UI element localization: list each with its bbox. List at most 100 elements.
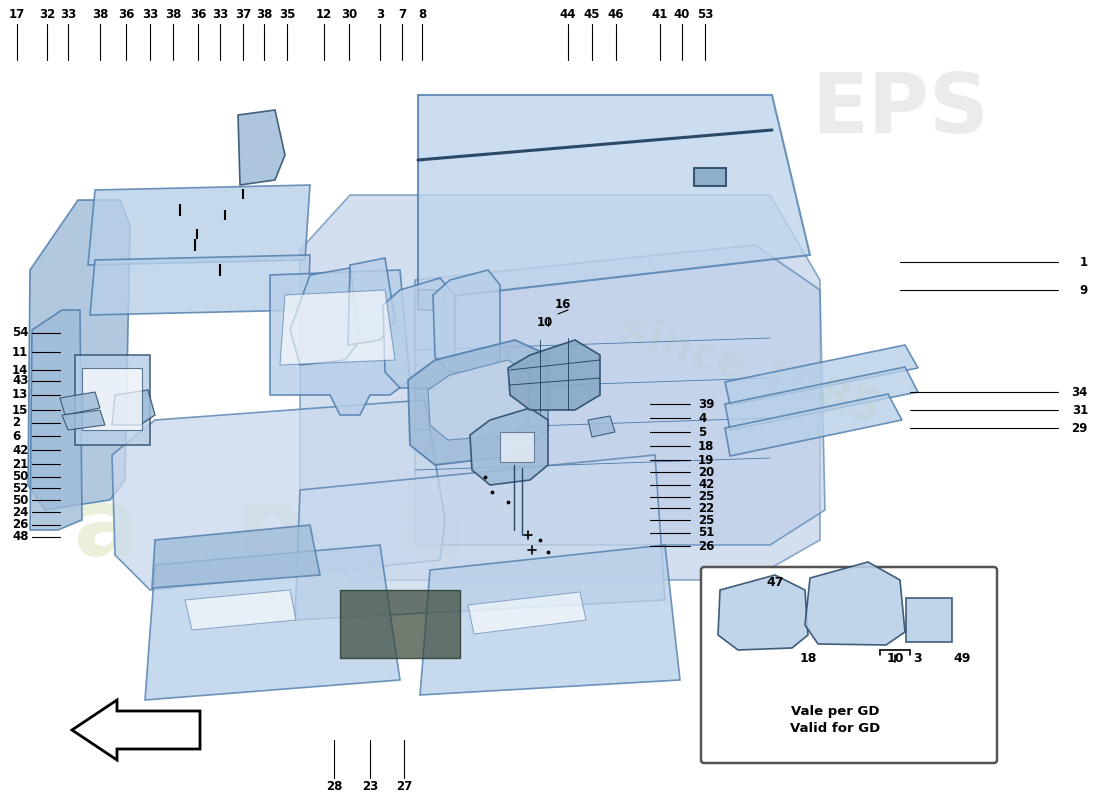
Text: 51: 51 xyxy=(698,526,714,539)
Polygon shape xyxy=(428,360,530,440)
Text: Vale per GD: Vale per GD xyxy=(791,706,879,718)
Polygon shape xyxy=(468,592,586,634)
Text: 53: 53 xyxy=(696,7,713,21)
Text: EPS: EPS xyxy=(811,70,989,150)
Text: 44: 44 xyxy=(560,7,576,21)
Text: 40: 40 xyxy=(674,7,690,21)
Polygon shape xyxy=(383,278,455,388)
Text: 3: 3 xyxy=(914,651,922,665)
Polygon shape xyxy=(725,367,918,430)
Text: 7: 7 xyxy=(398,7,406,21)
Polygon shape xyxy=(725,394,902,456)
Text: 11: 11 xyxy=(12,346,29,358)
Text: since 1985: since 1985 xyxy=(615,308,884,432)
Polygon shape xyxy=(60,392,100,415)
Text: 4: 4 xyxy=(698,411,706,425)
Text: 31: 31 xyxy=(1071,403,1088,417)
Bar xyxy=(82,368,142,430)
Text: 42: 42 xyxy=(12,443,29,457)
Text: 38: 38 xyxy=(256,7,272,21)
Text: 25: 25 xyxy=(698,490,714,503)
Text: 16: 16 xyxy=(554,298,571,311)
Text: 3: 3 xyxy=(376,7,384,21)
Bar xyxy=(694,168,726,186)
Polygon shape xyxy=(418,290,446,310)
Text: 18: 18 xyxy=(800,651,816,665)
Polygon shape xyxy=(408,340,548,465)
Polygon shape xyxy=(152,525,320,588)
Polygon shape xyxy=(62,410,104,430)
Text: 46: 46 xyxy=(607,7,625,21)
Text: 26: 26 xyxy=(12,518,29,531)
Text: 45: 45 xyxy=(584,7,601,21)
Bar xyxy=(500,432,534,462)
Text: 36: 36 xyxy=(118,7,134,21)
Text: 26: 26 xyxy=(698,539,714,553)
Bar xyxy=(75,355,150,445)
Text: 17: 17 xyxy=(9,7,25,21)
Polygon shape xyxy=(415,245,825,545)
Text: 20: 20 xyxy=(698,466,714,478)
Text: 18: 18 xyxy=(698,439,714,453)
Text: Valid for GD: Valid for GD xyxy=(790,722,880,735)
Text: 13: 13 xyxy=(12,389,29,402)
Text: 1: 1 xyxy=(1080,255,1088,269)
Polygon shape xyxy=(906,598,952,642)
Text: 50: 50 xyxy=(12,470,29,483)
Text: 14: 14 xyxy=(12,363,29,377)
Text: 50: 50 xyxy=(12,494,29,506)
Polygon shape xyxy=(348,258,395,345)
Bar xyxy=(340,590,460,658)
Polygon shape xyxy=(90,255,310,315)
Text: 32: 32 xyxy=(39,7,55,21)
Text: 54: 54 xyxy=(12,326,29,339)
Polygon shape xyxy=(433,270,500,372)
Text: 47: 47 xyxy=(767,575,783,589)
Text: 52: 52 xyxy=(12,482,29,494)
Polygon shape xyxy=(295,455,666,620)
Polygon shape xyxy=(88,185,310,265)
Polygon shape xyxy=(28,200,130,510)
Text: 49: 49 xyxy=(954,651,970,665)
Polygon shape xyxy=(30,310,82,530)
Text: 37: 37 xyxy=(235,7,251,21)
Text: 15: 15 xyxy=(12,403,29,417)
Text: 39: 39 xyxy=(698,398,714,410)
Text: 30: 30 xyxy=(341,7,358,21)
Text: 34: 34 xyxy=(1071,386,1088,398)
Text: 38: 38 xyxy=(91,7,108,21)
Text: 6: 6 xyxy=(12,430,20,442)
Text: 41: 41 xyxy=(652,7,668,21)
Text: 35: 35 xyxy=(278,7,295,21)
Text: 33: 33 xyxy=(59,7,76,21)
Text: 28: 28 xyxy=(326,779,342,793)
Polygon shape xyxy=(300,195,820,580)
Polygon shape xyxy=(418,95,810,300)
Text: 33: 33 xyxy=(142,7,158,21)
Text: 48: 48 xyxy=(12,530,29,543)
Text: 43: 43 xyxy=(12,374,29,387)
Polygon shape xyxy=(470,408,548,485)
Text: 25: 25 xyxy=(698,514,714,526)
Text: 23: 23 xyxy=(362,779,378,793)
Text: 10: 10 xyxy=(887,651,904,665)
Text: 33: 33 xyxy=(212,7,228,21)
Polygon shape xyxy=(112,400,446,590)
Text: a   p   a: a p a xyxy=(74,484,466,576)
Polygon shape xyxy=(508,340,600,410)
Polygon shape xyxy=(718,575,808,650)
Text: 12: 12 xyxy=(316,7,332,21)
FancyBboxPatch shape xyxy=(701,567,997,763)
Polygon shape xyxy=(420,545,680,695)
Text: 27: 27 xyxy=(396,779,412,793)
Polygon shape xyxy=(145,545,400,700)
Text: 29: 29 xyxy=(1071,422,1088,434)
Polygon shape xyxy=(238,110,285,185)
Text: 22: 22 xyxy=(698,502,714,514)
Text: 38: 38 xyxy=(165,7,182,21)
Text: 21: 21 xyxy=(12,458,29,470)
Polygon shape xyxy=(280,290,395,365)
Text: 5: 5 xyxy=(698,426,706,438)
Polygon shape xyxy=(185,590,296,630)
Polygon shape xyxy=(725,345,918,405)
